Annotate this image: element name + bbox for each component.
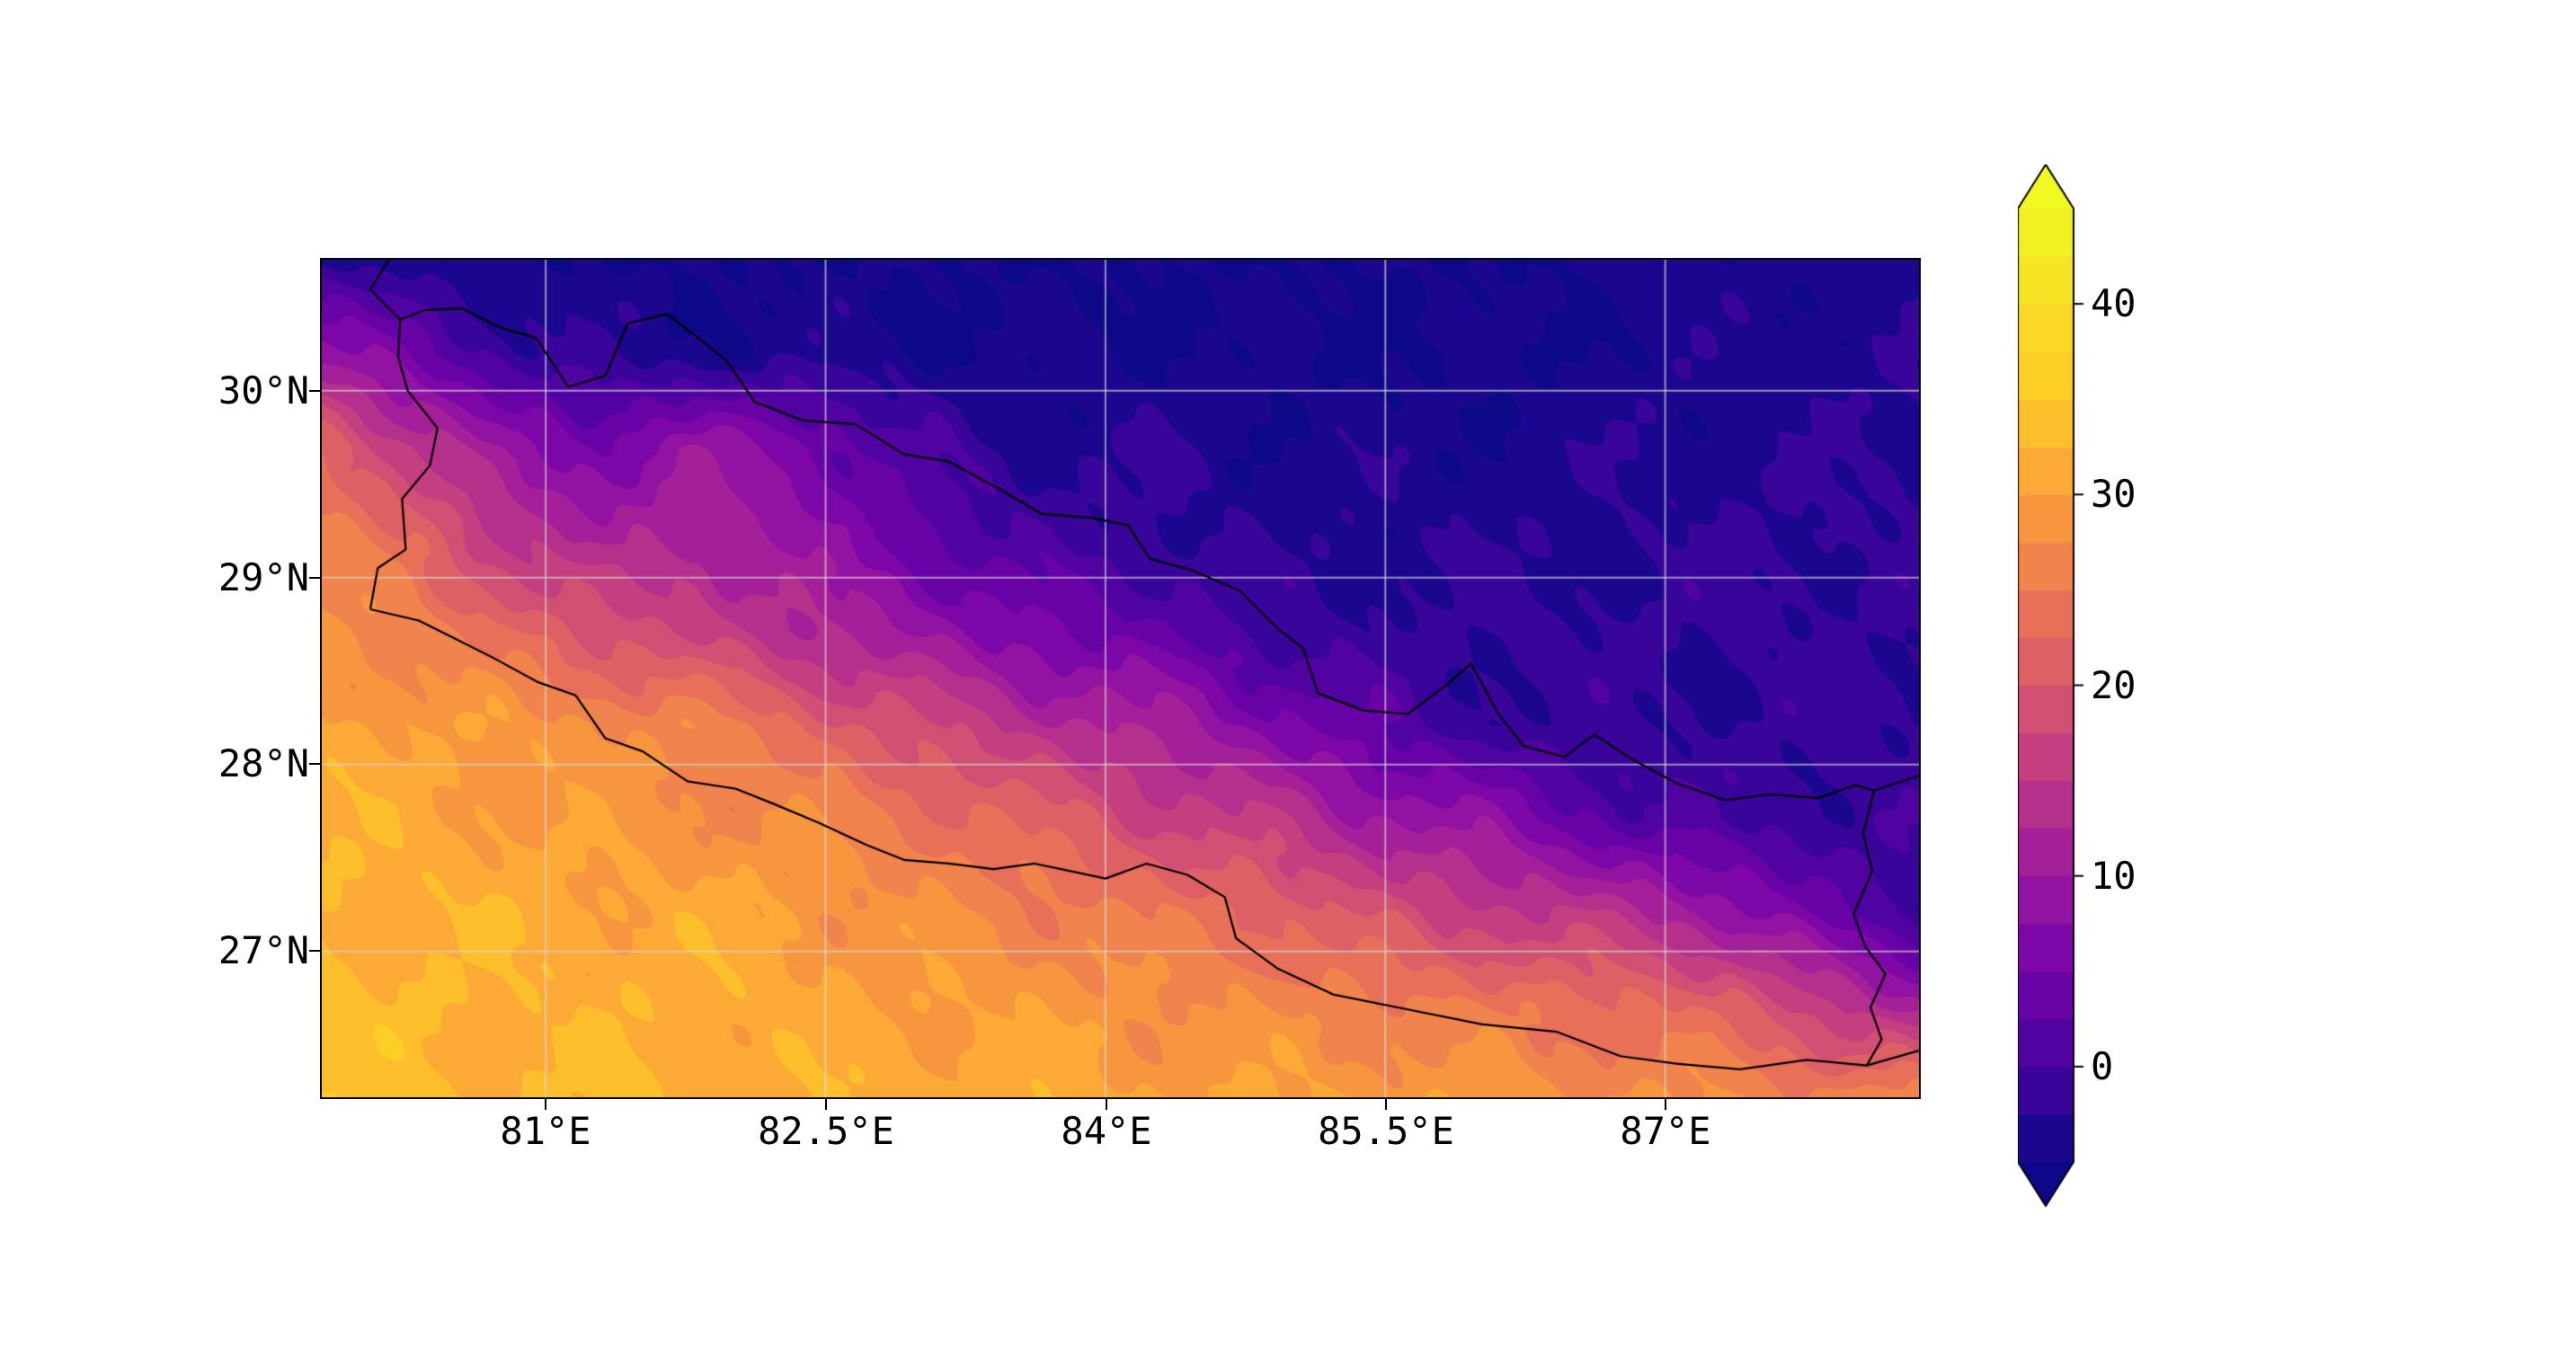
- y-tickmark-29n: [309, 577, 320, 579]
- x-tickmark-82-5e: [825, 1099, 827, 1110]
- y-tick-label-28n: 28°N: [218, 741, 309, 785]
- x-tick-label-87e: 87°E: [1620, 1109, 1711, 1153]
- x-tick-label-81e: 81°E: [500, 1109, 591, 1153]
- colorbar-tick-label-10: 10: [2091, 854, 2136, 898]
- x-tickmark-84e: [1106, 1099, 1107, 1110]
- colorbar-tick-label-20: 20: [2091, 663, 2136, 707]
- y-tick-label-27n: 27°N: [218, 928, 309, 972]
- colorbar-tick-label-40: 40: [2091, 281, 2136, 325]
- y-tick-label-29n: 29°N: [218, 555, 309, 599]
- y-tickmark-27n: [309, 950, 320, 952]
- colorbar: [2018, 164, 2085, 1208]
- x-tick-label-85-5e: 85.5°E: [1318, 1109, 1454, 1153]
- y-tickmark-28n: [309, 763, 320, 765]
- x-tickmark-87e: [1665, 1099, 1666, 1110]
- map-plot-area: [320, 258, 1921, 1099]
- x-tick-label-82-5e: 82.5°E: [758, 1109, 894, 1153]
- y-tick-label-30n: 30°N: [218, 368, 309, 412]
- x-tickmark-81e: [545, 1099, 546, 1110]
- x-tick-label-84e: 84°E: [1061, 1109, 1152, 1153]
- colorbar-tick-label-0: 0: [2091, 1044, 2114, 1088]
- x-tickmark-85-5e: [1385, 1099, 1387, 1110]
- temperature-map-canvas: [322, 260, 1919, 1097]
- colorbar-tick-label-30: 30: [2091, 472, 2136, 516]
- y-tickmark-30n: [309, 390, 320, 392]
